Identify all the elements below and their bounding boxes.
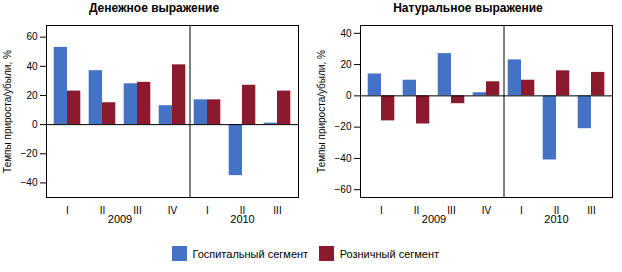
svg-text:III: III: [587, 205, 595, 216]
html-text:Госпитальный сегмент: Госпитальный сегмент: [192, 247, 309, 260]
svg-text:40: 40: [26, 61, 38, 72]
svg-text:−20: −20: [335, 121, 352, 132]
svg-text:IV: IV: [168, 205, 178, 216]
svg-text:II: II: [100, 205, 106, 216]
svg-text:II: II: [414, 205, 420, 216]
svg-text:II: II: [239, 204, 246, 216]
svg-text:2009: 2009: [108, 213, 132, 225]
svg-text:0: 0: [32, 119, 38, 130]
svg-text:0: 0: [346, 90, 352, 101]
html-text:Денежное выражение: Денежное выражение: [88, 1, 220, 15]
svg-text:−40: −40: [335, 153, 352, 164]
svg-text:III: III: [133, 205, 141, 216]
svg-text:−20: −20: [21, 148, 38, 159]
svg-text:I: I: [66, 205, 69, 216]
svg-text:I: I: [206, 205, 209, 216]
html-text:Розничный сегмент: Розничный сегмент: [339, 247, 440, 260]
svg-text:I: I: [380, 205, 383, 216]
svg-text:−60: −60: [335, 184, 352, 195]
html-text:Натуральное выражение: Натуральное выражение: [393, 1, 543, 15]
svg-text:II: II: [553, 204, 560, 216]
svg-text:2009: 2009: [422, 213, 446, 225]
svg-text:20: 20: [340, 59, 352, 70]
svg-text:IV: IV: [482, 205, 492, 216]
svg-text:I: I: [520, 205, 523, 216]
svg-text:III: III: [447, 205, 455, 216]
svg-text:Темпы прироста/убыли, %: Темпы прироста/убыли, %: [2, 50, 13, 173]
svg-text:III: III: [273, 205, 281, 216]
svg-text:40: 40: [340, 28, 352, 39]
svg-text:−40: −40: [21, 177, 38, 188]
svg-text:2010: 2010: [544, 213, 568, 225]
svg-text:2010: 2010: [230, 213, 254, 225]
svg-text:20: 20: [26, 90, 38, 101]
svg-text:60: 60: [26, 31, 38, 42]
svg-text:Темпы прироста/убыли, %: Темпы прироста/убыли, %: [316, 50, 327, 173]
